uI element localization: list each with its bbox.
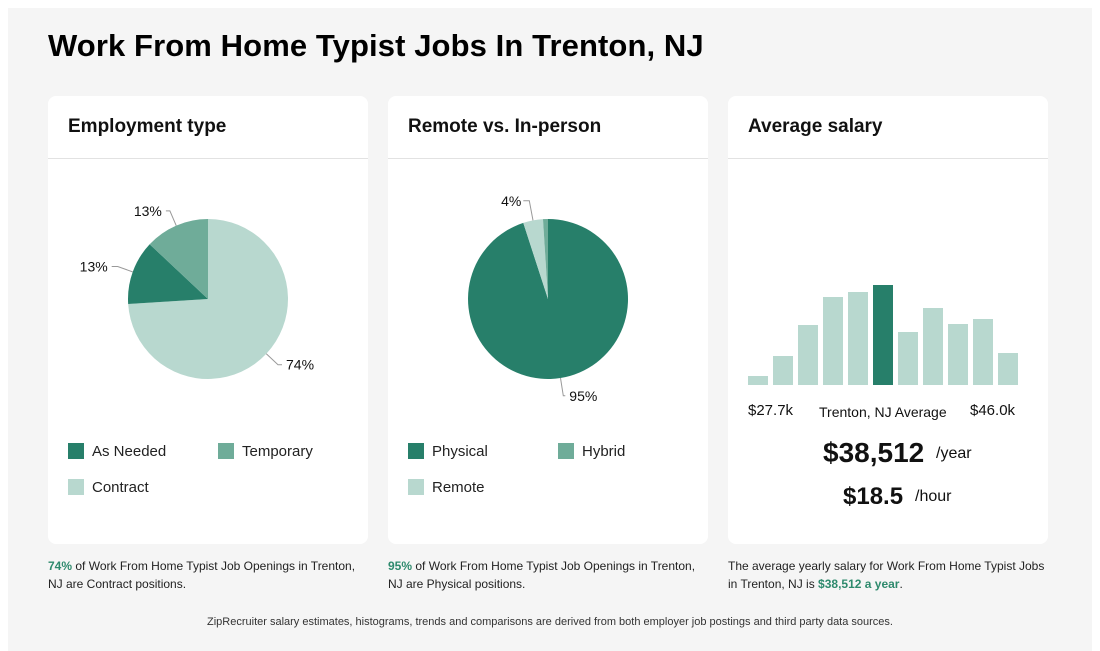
histogram-bar-average (873, 285, 893, 385)
legend-label-temporary: Temporary (242, 442, 313, 460)
page-title: Work From Home Typist Jobs In Trenton, N… (48, 28, 704, 63)
employment-pie-chart: 74% 13% 13% (80, 203, 314, 379)
average-salary-card: Average salary $27.7k Trenton, NJ Averag… (728, 96, 1048, 544)
salary-caption-end: . (899, 577, 903, 591)
pie-slice-contract (128, 219, 289, 379)
legend-label-contract: Contract (92, 478, 149, 496)
histogram-bar (798, 325, 818, 385)
legend-swatch-hybrid (558, 443, 574, 459)
histogram-bar (773, 356, 793, 385)
employment-type-title: Employment type (48, 96, 368, 159)
pie-slice-remote (523, 219, 548, 299)
pie-label-temporary: 13% (134, 203, 162, 219)
remote-caption-text: of Work From Home Typist Job Openings in… (388, 559, 696, 591)
legend-label-physical: Physical (432, 442, 488, 460)
salary-hourly-value: $18.5 (843, 483, 904, 510)
pie-label-as-needed: 13% (80, 259, 108, 275)
histogram-bar (848, 292, 868, 385)
legend-temporary: Temporary (218, 442, 313, 460)
salary-max-label: $46.0k (970, 402, 1016, 419)
salary-hourly-unit: /hour (915, 488, 952, 505)
pie-label-physical: 95% (569, 388, 597, 404)
histogram-bar (823, 297, 843, 385)
legend-label-remote: Remote (432, 478, 485, 496)
salary-average-label: Trenton, NJ Average (819, 404, 947, 420)
salary-histogram (748, 285, 1018, 385)
pie-label-remote: 4% (501, 193, 521, 209)
pie-slice-temporary (149, 219, 208, 299)
remote-pie-chart: 95% 4% (468, 193, 629, 404)
legend-hybrid: Hybrid (558, 442, 625, 460)
salary-caption-value: $38,512 a year (818, 577, 900, 591)
salary-caption-text: The average yearly salary for Work From … (728, 559, 1045, 591)
pie-label-contract: 74% (286, 357, 314, 373)
legend-label-as-needed: As Needed (92, 442, 167, 460)
pie-slice-hybrid (542, 219, 548, 299)
pie-leader-contract (265, 353, 282, 366)
legend-as-needed: As Needed (68, 442, 166, 460)
salary-yearly-value: $38,512 (823, 437, 925, 468)
remote-vs-inperson-title: Remote vs. In-person (388, 96, 708, 159)
histogram-bar (923, 308, 943, 385)
histogram-bar (948, 324, 968, 385)
pie-leader-physical (560, 377, 566, 397)
remote-caption: 95% of Work From Home Typist Job Opening… (388, 557, 708, 593)
legend-label-hybrid: Hybrid (582, 442, 626, 460)
pie-leader-temporary (165, 210, 177, 226)
histogram-bar (748, 376, 768, 385)
salary-min-label: $27.7k (748, 402, 794, 419)
histogram-bar (998, 353, 1018, 385)
salary-caption: The average yearly salary for Work From … (728, 557, 1048, 593)
pie-slice-as-needed (128, 244, 208, 305)
employment-caption-percent: 74% (48, 559, 73, 573)
average-salary-title: Average salary (728, 96, 1048, 159)
histogram-bar (898, 332, 918, 385)
remote-vs-inperson-card: Remote vs. In-person 95% 4% Physical Hybr… (388, 96, 708, 544)
histogram-bar (973, 319, 993, 385)
salary-yearly-unit: /year (936, 445, 972, 462)
pie-leader-remote (523, 200, 534, 221)
legend-swatch-contract (68, 479, 84, 495)
remote-caption-percent: 95% (388, 559, 413, 573)
employment-caption-text: of Work From Home Typist Job Openings in… (48, 559, 356, 591)
legend-swatch-temporary (218, 443, 234, 459)
pie-slice-physical (468, 219, 629, 379)
footer-disclaimer: ZipRecruiter salary estimates, histogram… (207, 616, 893, 628)
legend-physical: Physical (408, 442, 488, 460)
legend-swatch-physical (408, 443, 424, 459)
pie-leader-as-needed (111, 266, 133, 273)
legend-remote: Remote (408, 478, 485, 496)
employment-caption: 74% of Work From Home Typist Job Opening… (48, 557, 368, 593)
legend-contract: Contract (68, 478, 149, 496)
employment-type-card: Employment type 74% 13% 13% As Needed Temp… (48, 96, 368, 544)
legend-swatch-as-needed (68, 443, 84, 459)
legend-swatch-remote (408, 479, 424, 495)
